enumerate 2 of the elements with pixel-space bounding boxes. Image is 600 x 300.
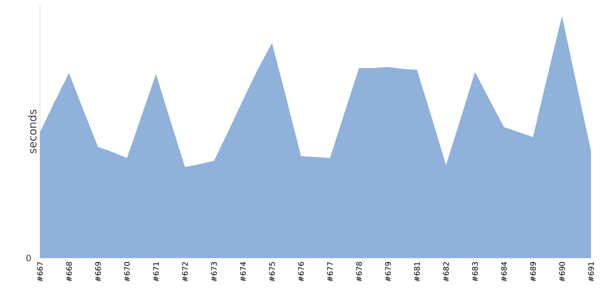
y-axis-title: seconds bbox=[28, 110, 36, 154]
text: 0 bbox=[26, 254, 31, 262]
